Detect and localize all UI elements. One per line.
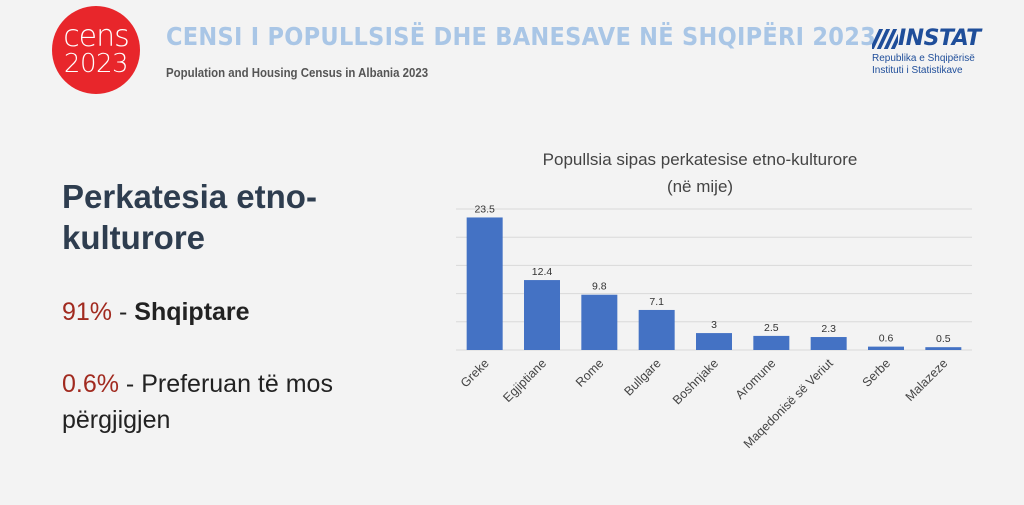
bar-2 [524, 280, 560, 350]
bar-9 [925, 347, 962, 350]
cens-logo: cens 2023 [52, 6, 140, 94]
data-label-3: 9.8 [592, 281, 607, 293]
bar-3 [581, 294, 618, 350]
chart-subtitle: (në mije) [666, 177, 734, 196]
stat-albanian-label: Shqiptare [134, 298, 250, 326]
instat-name: INSTAT [898, 26, 981, 51]
data-label-7: 2.3 [821, 323, 836, 335]
data-label-2: 12.4 [532, 266, 553, 278]
category-label-6: Aromune [733, 356, 779, 402]
data-label-5: 3 [711, 319, 717, 331]
instat-line1: Republika e Shqipërisë [872, 53, 975, 64]
data-label-4: 7.1 [649, 296, 664, 308]
stat-no-answer-text: - Preferuan të mos përgjigjen [62, 370, 333, 434]
category-label-4: Bullgare [621, 356, 663, 398]
instat-line2: Instituti i Statistikave [872, 65, 963, 76]
category-label-5: Boshnjake [670, 356, 721, 407]
bar-4 [638, 309, 675, 350]
stat-no-answer: 0.6% - Preferuan të mos përgjigjen [62, 366, 402, 438]
stat-no-answer-pct: 0.6% [62, 370, 119, 398]
instat-logo: INSTAT Republika e Shqipërisë Instituti … [872, 26, 1002, 77]
chart-title-block: Popullsia sipas perkatesise etno-kulturo… [480, 146, 920, 200]
stat-albanian: 91% - Shqiptare [62, 298, 250, 327]
section-title: Perkatesia etno-kulturore [62, 178, 317, 256]
logo-text-cens: cens [63, 19, 130, 55]
category-label-2: Egjiptiane [500, 356, 549, 405]
data-label-6: 2.5 [764, 322, 779, 334]
category-label-9: Malazeze [903, 356, 951, 404]
instat-stripes-icon [872, 28, 898, 49]
data-label-9: 0.5 [936, 333, 951, 345]
page-title: CENSI I POPULLSISË DHE BANESAVE NË SHQIP… [166, 22, 877, 51]
data-label-1: 23.5 [474, 203, 495, 215]
bar-1 [466, 217, 503, 350]
category-label-3: Rome [573, 356, 607, 390]
bar-chart: 23.5 Greke 12.4 Egjiptiane 9.8 Rome 7.1 Bullgar… [456, 203, 972, 451]
category-label-1: Greke [458, 356, 492, 390]
stat-albanian-sep: - [112, 298, 135, 326]
bar-5 [696, 333, 732, 350]
bar-8 [868, 346, 904, 350]
logo-text-year: 2023 [63, 48, 129, 79]
category-label-8: Serbe [860, 356, 894, 390]
bar-7 [810, 337, 847, 350]
stat-albanian-pct: 91% [62, 298, 113, 326]
data-label-8: 0.6 [879, 333, 894, 345]
page-subtitle: Population and Housing Census in Albania… [166, 65, 429, 80]
chart-title: Popullsia sipas perkatesise etno-kulturo… [542, 150, 858, 169]
bar-6 [753, 335, 790, 350]
